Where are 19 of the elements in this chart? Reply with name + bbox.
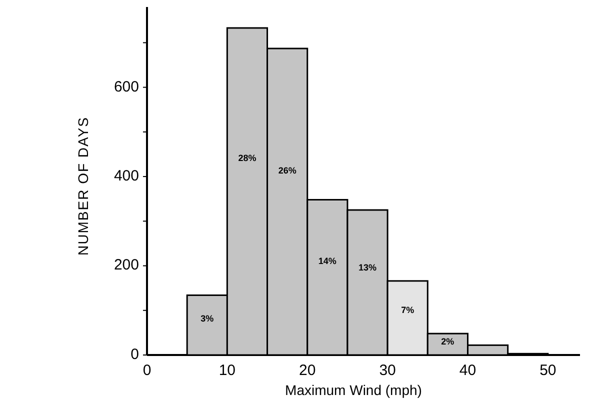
y-tick-label: 0 (130, 346, 139, 363)
y-axis-title: NUMBER OF DAYS (75, 116, 91, 256)
x-tick-label: 30 (379, 362, 396, 379)
annotation: 3% (200, 314, 214, 324)
x-tick-label: 40 (459, 362, 476, 379)
annotation: 26% (278, 165, 296, 176)
annotation: 7% (401, 304, 414, 315)
y-tick-label: 400 (114, 168, 139, 185)
x-tick-label: 50 (540, 362, 556, 379)
x-tick-label: 0 (142, 362, 152, 379)
annotation: 13% (358, 262, 377, 272)
x-axis-title: Maximum Wind (mph) (285, 382, 422, 398)
annotation: 28% (238, 153, 256, 164)
x-tick-label: 10 (218, 362, 236, 379)
y-tick-label: 200 (114, 256, 139, 274)
y-tick-label: 600 (114, 78, 139, 96)
annotation: 14% (318, 256, 336, 266)
x-tick-label: 20 (299, 362, 316, 379)
annotation: 2% (441, 336, 454, 347)
